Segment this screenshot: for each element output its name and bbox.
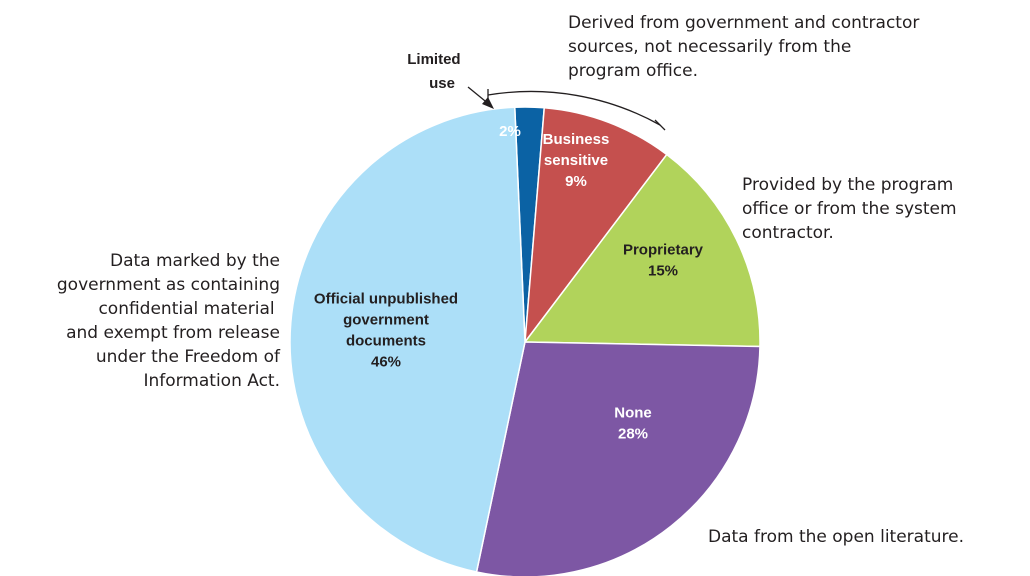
slice-label-2: Proprietary 15% [623, 242, 704, 280]
slice-label-2-line-1: 15% [648, 263, 678, 280]
slice-label-4: Official unpublished government documents 4… [314, 291, 458, 371]
pie-slices [289, 106, 761, 576]
bracket-arc [487, 90, 661, 126]
annotation-derived-line-2: program office. [568, 61, 698, 81]
slice-label-1-line-0: Business [543, 131, 610, 148]
annotation-provided-line-0: Provided by the program [742, 175, 953, 195]
pie-slice-2 [523, 153, 761, 348]
slice-label-3-line-1: 28% [618, 426, 648, 443]
annotation-provided: Provided by the program office or from th… [742, 175, 957, 243]
slice-label-1: Business sensitive 9% [543, 131, 610, 190]
annotation-open-lit-line-0: Data from the open literature. [708, 527, 964, 547]
annotation-gov-marked-line-5: Information Act. [143, 371, 280, 391]
annotation-gov-marked-line-2: confidential material [98, 299, 280, 319]
svg-text:Limited use: Limited use [407, 51, 465, 92]
annotation-gov-marked-line-3: and exempt from release [66, 323, 280, 343]
slice-label-4-line-3: 46% [371, 354, 401, 371]
slice-labels: 2% Business sensitive 9% Proprietary 15% None 2… [314, 123, 704, 443]
annotation-provided-line-1: office or from the system [742, 199, 957, 219]
slice-label-3: None 28% [614, 405, 652, 443]
slice-label-0: 2% [499, 123, 521, 140]
limited-use-label-line2: use [429, 75, 455, 92]
slice-label-3-line-0: None [614, 405, 652, 422]
limited-use-callout: Limited use [407, 51, 494, 109]
slice-label-4-line-1: government [343, 312, 429, 329]
limited-use-label-line1: Limited [407, 51, 460, 68]
annotation-derived-line-0: Derived from government and contractor [568, 13, 919, 33]
bracket-tick-right [654, 119, 666, 131]
annotation-provided-line-2: contractor. [742, 223, 834, 243]
annotation-gov-marked-line-4: under the Freedom of [96, 347, 281, 367]
annotation-gov-marked-line-0: Data marked by the [110, 251, 280, 271]
pie-slice-4 [289, 106, 526, 573]
annotation-open-lit: Data from the open literature. [708, 527, 964, 547]
pie-slice-3 [475, 341, 761, 576]
annotation-derived: Derived from government and contractor so… [568, 13, 919, 81]
slice-label-4-line-2: documents [346, 333, 426, 350]
slice-label-4-line-0: Official unpublished [314, 291, 458, 308]
slice-label-2-line-0: Proprietary [623, 242, 704, 259]
slice-label-1-line-1: sensitive [544, 152, 608, 169]
slice-label-1-line-2: 9% [565, 173, 587, 190]
annotation-gov-marked: Data marked by the government as containi… [57, 251, 281, 391]
limited-use-arrowhead [482, 97, 494, 109]
slice-label-0-line-0: 2% [499, 123, 521, 140]
annotation-gov-marked-line-1: government as containing [57, 275, 280, 295]
annotations: Derived from government and contractor so… [57, 13, 964, 547]
annotation-derived-line-1: sources, not necessarily from the [568, 37, 851, 57]
pie-slice-1 [524, 106, 668, 345]
